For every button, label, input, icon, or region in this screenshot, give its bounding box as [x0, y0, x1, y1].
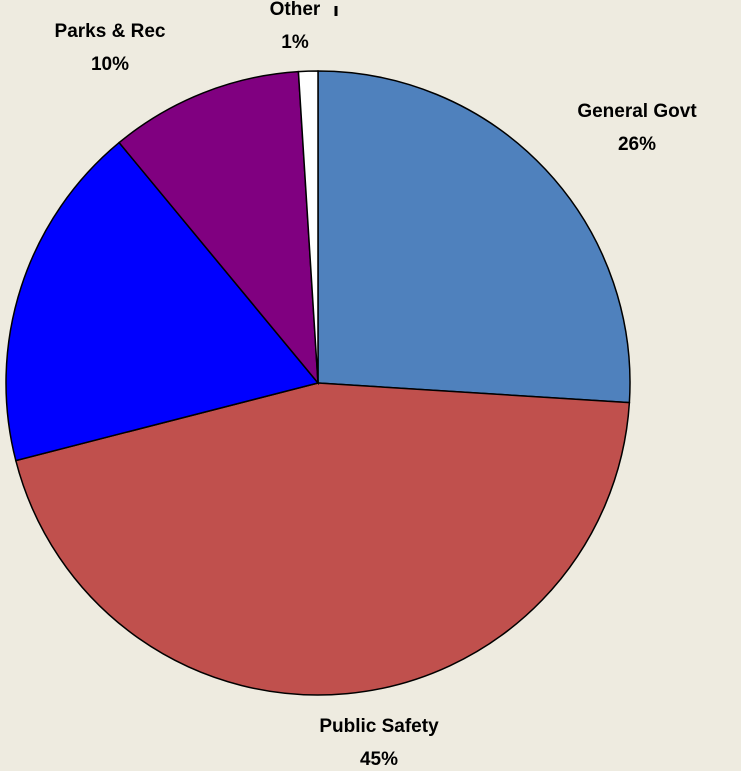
pie-slice: [118, 70, 319, 386]
slice-label: Public Safety: [319, 716, 439, 737]
slice-label: Other: [270, 0, 321, 20]
pie-slice: [297, 70, 319, 384]
pie-slice: [14, 382, 631, 696]
slice-value-label: 1%: [281, 32, 309, 53]
slice-value-label: 26%: [618, 134, 656, 155]
slice-value-label: 10%: [91, 54, 129, 75]
slice-label: General Govt: [577, 101, 697, 122]
pie-slice: [317, 70, 631, 404]
slice-label: Parks & Rec: [55, 21, 166, 42]
slice-value-label: 45%: [360, 749, 398, 770]
pie-slice: [5, 141, 320, 462]
